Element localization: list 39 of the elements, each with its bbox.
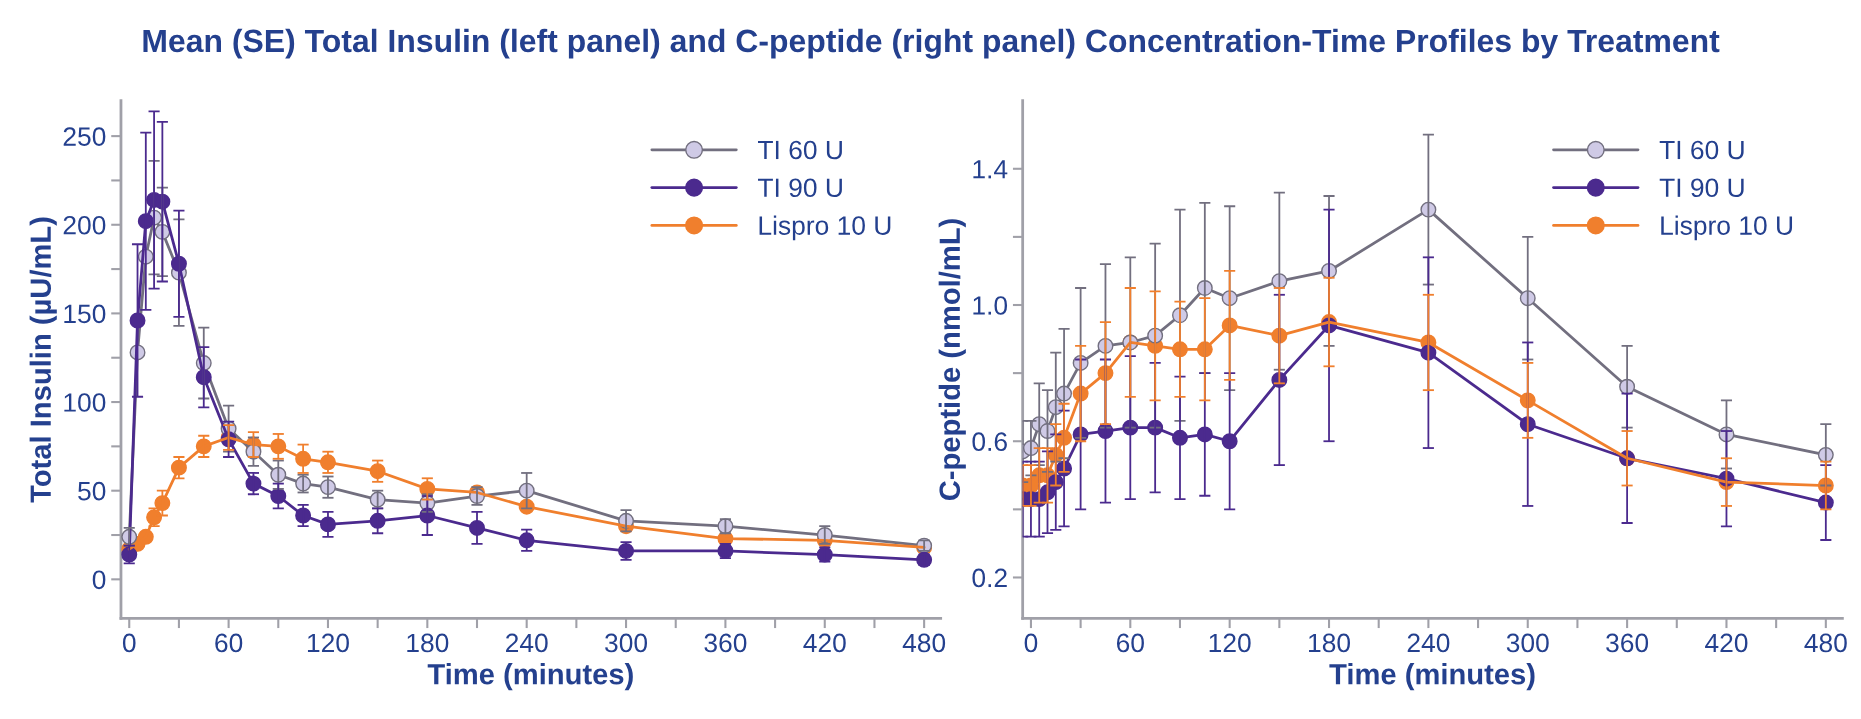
chart-title: Mean (SE) Total Insulin (left panel) and C-peptide (right panel) Concentration-Time Profiles by Treatment: [143, 28, 1720, 59]
legend-label: TI 90 U: [1659, 178, 1744, 198]
y-tick-label: 50: [78, 481, 106, 501]
x-tick-label: 180: [407, 633, 449, 653]
y-tick-label: 0: [92, 570, 106, 590]
y-tick-label: 100: [64, 393, 106, 412]
x-tick-label: 300: [1506, 633, 1549, 653]
x-axis-title: Time (minutes): [427, 663, 633, 691]
x-tick-label: 480: [902, 633, 946, 653]
y-tick-label: 200: [63, 215, 106, 235]
y-axis-title: C-peptide (nmol/mL): [938, 219, 966, 501]
y-tick-label: 1.0: [973, 296, 1008, 315]
legend-label: TI 60 U: [758, 140, 842, 160]
x-tick-label: 360: [1606, 633, 1649, 653]
y-axis-title: Total Insulin (µU/mL): [29, 217, 57, 503]
x-tick-label: 0: [1024, 633, 1038, 653]
x-tick-label: 180: [1309, 633, 1351, 653]
x-tick-label: 300: [605, 633, 648, 653]
legend-label: Lispro 10 U: [759, 215, 891, 241]
x-tick-label: 240: [1407, 633, 1450, 653]
x-tick-label: 60: [1116, 633, 1144, 653]
legend-label: Lispro 10 U: [1661, 215, 1793, 241]
y-tick-label: 1.4: [973, 160, 1008, 179]
x-tick-label: 60: [215, 633, 243, 653]
y-tick-label: 150: [64, 304, 106, 324]
x-tick-label: 360: [704, 633, 747, 653]
x-axis-title: Time (minutes): [1329, 663, 1535, 691]
x-tick-label: 240: [506, 633, 548, 653]
y-tick-label: 250: [63, 127, 106, 146]
x-tick-label: 120: [1209, 633, 1251, 653]
legend-label: TI 90 U: [758, 178, 842, 198]
x-tick-label: 420: [803, 633, 846, 653]
x-tick-label: 420: [1705, 633, 1748, 653]
legend-label: TI 60 U: [1659, 140, 1744, 160]
x-tick-label: 480: [1804, 633, 1847, 653]
y-tick-label: 0.6: [972, 432, 1007, 452]
y-tick-label: 0.2: [972, 568, 1007, 588]
x-tick-label: 120: [307, 633, 349, 653]
x-tick-label: 0: [122, 633, 136, 653]
